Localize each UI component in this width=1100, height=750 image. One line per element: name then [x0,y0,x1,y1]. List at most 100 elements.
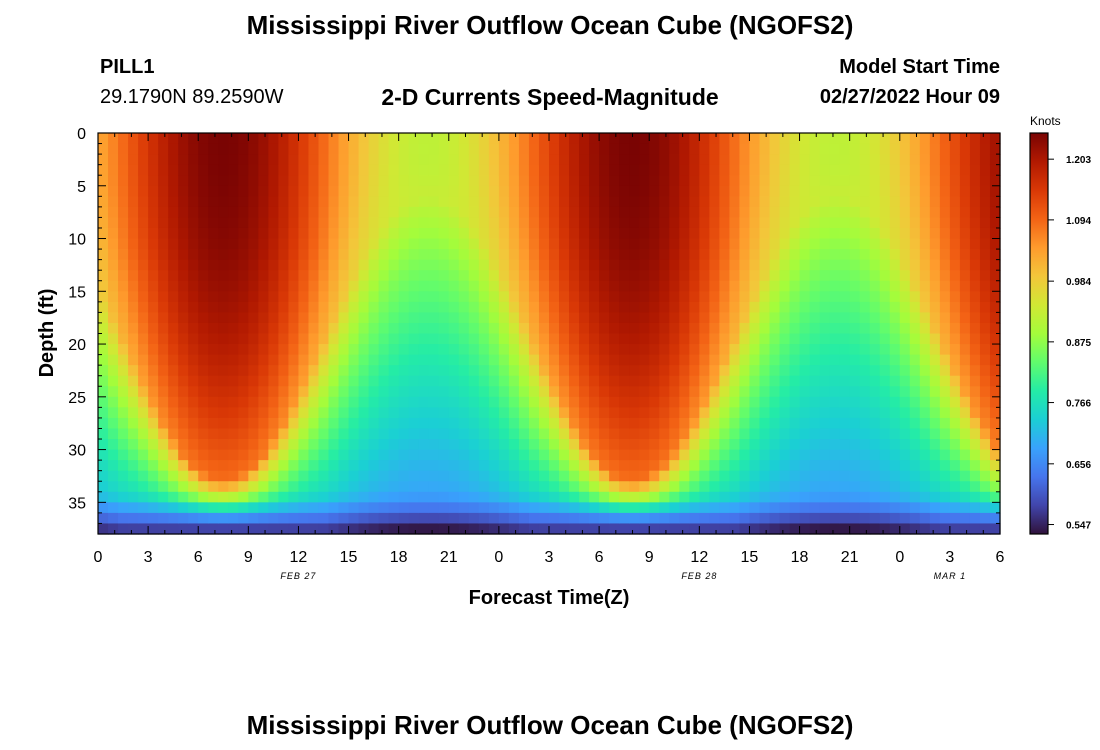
heatmap-cell [428,175,440,187]
heatmap-cell [779,481,791,493]
heatmap-cell [649,259,660,271]
heatmap-cell [789,460,801,472]
heatmap-cell [518,365,530,377]
heatmap-cell [899,196,911,208]
heatmap-cell [549,386,560,398]
heatmap-cell [949,164,961,176]
heatmap-cell [148,270,159,282]
heatmap-cell [789,333,801,345]
heatmap-cell [378,238,390,250]
heatmap-cell [839,312,851,324]
heatmap-cell [769,196,781,208]
heatmap-cell [388,249,400,261]
heatmap-cell [278,491,290,503]
heatmap-cell [919,460,931,472]
heatmap-cell [198,312,209,324]
heatmap-cell [679,322,690,335]
heatmap-cell [368,354,380,366]
heatmap-cell [208,439,219,451]
heatmap-cell [819,259,831,271]
heatmap-cell [689,249,700,261]
heatmap-cell [348,301,360,313]
heatmap-cell [919,227,931,240]
heatmap-cell [148,481,159,493]
heatmap-cell [879,481,891,493]
heatmap-cell [619,259,630,271]
heatmap-cell [258,154,269,166]
heatmap-cell [989,428,1001,440]
heatmap-cell [268,417,279,430]
heatmap-cell [709,185,720,197]
heatmap-cell [268,491,279,503]
heatmap-cell [398,133,410,145]
heatmap-cell [238,333,249,345]
heatmap-cell [789,259,801,271]
heatmap-cell [799,301,811,313]
heatmap-cell [629,291,640,303]
heatmap-cell [839,196,851,208]
heatmap-cell [869,270,881,282]
heatmap-cell [729,280,741,292]
heatmap-cell [168,344,179,356]
heatmap-cell [679,449,690,461]
heatmap-cell [719,227,730,240]
heatmap-cell [669,365,680,377]
heatmap-cell [769,333,781,345]
heatmap-cell [248,417,259,430]
heatmap-cell [528,227,540,240]
heatmap-cell [679,396,690,408]
heatmap-cell [378,386,390,398]
heatmap-cell [398,375,410,387]
heatmap-cell [288,365,300,377]
heatmap-cell [218,512,229,525]
heatmap-cell [759,227,771,240]
heatmap-cell [478,354,490,366]
heatmap-cell [949,354,961,366]
heatmap-cell [989,523,1001,535]
heatmap-cell [208,396,219,408]
heatmap-cell [188,154,199,166]
heatmap-cell [759,396,771,408]
heatmap-cell [428,270,440,282]
heatmap-cell [138,439,149,451]
heatmap-cell [869,238,881,250]
heatmap-cell [809,133,821,145]
heatmap-cell [338,439,350,451]
heatmap-cell [969,280,981,292]
heatmap-cell [468,449,480,461]
heatmap-cell [308,217,320,229]
heatmap-cell [278,460,290,472]
heatmap-cell [168,407,179,419]
heatmap-cell [348,312,360,324]
heatmap-cell [518,512,530,525]
heatmap-cell [709,428,720,440]
heatmap-cell [208,175,219,187]
heatmap-cell [448,196,460,208]
heatmap-cell [358,133,370,145]
heatmap-cell [298,460,310,472]
heatmap-cell [739,460,751,472]
heatmap-cell [789,238,801,250]
heatmap-cell [629,512,640,525]
heatmap-cell [418,375,430,387]
heatmap-cell [699,460,710,472]
heatmap-cell [128,154,139,166]
heatmap-cell [278,449,290,461]
heatmap-cell [178,196,189,208]
heatmap-cell [719,449,730,461]
heatmap-cell [508,249,520,261]
heatmap-cell [559,449,570,461]
heatmap-cell [599,185,610,197]
heatmap-cell [599,280,610,292]
heatmap-cell [508,439,520,451]
heatmap-cell [909,407,921,419]
heatmap-cell [488,280,500,292]
heatmap-cell [298,502,310,514]
heatmap-cell [388,291,400,303]
heatmap-cell [168,470,179,482]
heatmap-cell [879,502,891,514]
heatmap-cell [749,512,761,525]
heatmap-cell [789,407,801,419]
heatmap-cell [679,206,690,219]
heatmap-cell [779,322,791,335]
